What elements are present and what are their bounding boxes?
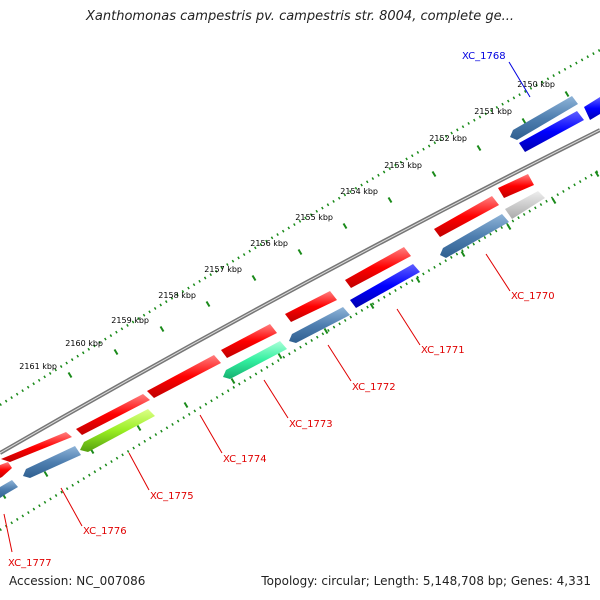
gene-label[interactable]: XC_1773 xyxy=(289,419,333,430)
summary-text: Topology: circular; Length: 5,148,708 bp… xyxy=(261,574,591,588)
kbp-label: 2153 kbp xyxy=(384,161,422,170)
leader-line xyxy=(199,414,223,454)
inner-tick xyxy=(323,327,329,335)
forward-strand xyxy=(0,97,600,478)
inner-tick xyxy=(506,223,512,231)
inner-tick xyxy=(460,250,466,258)
kbp-scale-ring xyxy=(0,48,600,407)
kbp-tick xyxy=(67,371,73,379)
kbp-tick xyxy=(297,248,303,256)
gene-feature[interactable] xyxy=(498,174,534,198)
leader-line xyxy=(263,379,289,419)
inner-tick xyxy=(277,352,283,360)
inner-tick xyxy=(594,170,600,178)
gene-feature[interactable] xyxy=(23,446,81,478)
gene-label[interactable]: XC_1776 xyxy=(83,526,127,537)
gene-feature[interactable] xyxy=(505,191,545,219)
inner-tick xyxy=(369,302,375,310)
kbp-tick xyxy=(113,348,119,356)
kbp-label: 2154 kbp xyxy=(340,187,378,196)
gene-feature[interactable] xyxy=(80,409,155,452)
kbp-tick xyxy=(205,300,211,308)
kbp-label: 2152 kbp xyxy=(429,134,467,143)
gene-feature[interactable] xyxy=(289,307,350,343)
kbp-tick xyxy=(431,170,437,178)
gene-label[interactable]: XC_1772 xyxy=(352,382,396,393)
kbp-label: 2150 kbp xyxy=(517,80,555,89)
gene-feature[interactable] xyxy=(285,291,337,322)
gene-feature[interactable] xyxy=(510,96,578,140)
kbp-labels: 2150 kbp 2151 kbp 2152 kbp 2153 kbp 2154 kbp… xyxy=(19,80,555,371)
gene-labels: XC_1768 XC_1770 XC_1771 XC_1772 XC_1773 … xyxy=(8,51,555,569)
kbp-tick xyxy=(342,222,348,230)
genome-backbone-highlight xyxy=(0,129,600,454)
gene-feature[interactable] xyxy=(0,462,12,478)
gene-label[interactable]: XC_1768 xyxy=(462,51,506,62)
leader-line xyxy=(327,344,352,382)
kbp-label: 2159 kbp xyxy=(111,316,149,325)
inner-tick xyxy=(43,470,49,478)
inner-tick xyxy=(183,401,189,409)
gene-feature[interactable] xyxy=(223,341,287,379)
inner-tick xyxy=(551,197,557,205)
gene-label[interactable]: XC_1771 xyxy=(421,345,465,356)
leader-line xyxy=(485,253,511,292)
reverse-strand xyxy=(0,96,578,498)
gene-leader-lines xyxy=(3,61,531,553)
kbp-label: 2160 kbp xyxy=(65,339,103,348)
leader-line xyxy=(508,61,531,98)
gene-label[interactable]: XC_1774 xyxy=(223,454,267,465)
kbp-label: 2158 kbp xyxy=(158,291,196,300)
gene-feature[interactable] xyxy=(0,480,18,498)
kbp-label: 2161 kbp xyxy=(19,362,57,371)
gene-feature[interactable] xyxy=(345,247,411,288)
gene-label[interactable]: XC_1777 xyxy=(8,558,52,569)
gene-feature[interactable] xyxy=(76,394,150,435)
kbp-tick xyxy=(564,90,570,98)
inner-tick xyxy=(136,424,142,432)
leader-line xyxy=(60,487,83,527)
gene-feature[interactable] xyxy=(1,432,72,462)
kbp-tick-marks xyxy=(67,90,570,379)
gene-feature[interactable] xyxy=(221,324,277,358)
kbp-label: 2155 kbp xyxy=(295,213,333,222)
gene-label[interactable]: XC_1775 xyxy=(150,491,194,502)
gene-feature[interactable] xyxy=(519,111,584,152)
gene-label[interactable]: XC_1770 xyxy=(511,291,555,302)
leader-line xyxy=(128,452,150,491)
accession-text: Accession: NC_007086 xyxy=(9,574,146,588)
gene-feature[interactable] xyxy=(434,196,499,237)
inner-scale-ring xyxy=(0,168,600,532)
genome-backbone xyxy=(0,128,600,455)
leader-line xyxy=(396,308,421,346)
gene-feature[interactable] xyxy=(584,97,600,120)
inner-tick xyxy=(415,276,421,284)
gene-feature[interactable] xyxy=(147,355,221,398)
inner-tick xyxy=(230,377,236,385)
kbp-tick xyxy=(476,144,482,152)
kbp-tick xyxy=(251,274,257,282)
kbp-tick xyxy=(159,325,165,333)
gene-feature[interactable] xyxy=(350,264,420,308)
leader-line xyxy=(3,513,13,553)
kbp-tick xyxy=(387,196,393,204)
kbp-label: 2151 kbp xyxy=(474,107,512,116)
kbp-label: 2157 kbp xyxy=(204,265,242,274)
kbp-tick xyxy=(521,117,527,125)
kbp-label: 2156 kbp xyxy=(250,239,288,248)
map-title: Xanthomonas campestris pv. campestris st… xyxy=(86,9,514,24)
gene-feature[interactable] xyxy=(440,214,509,258)
